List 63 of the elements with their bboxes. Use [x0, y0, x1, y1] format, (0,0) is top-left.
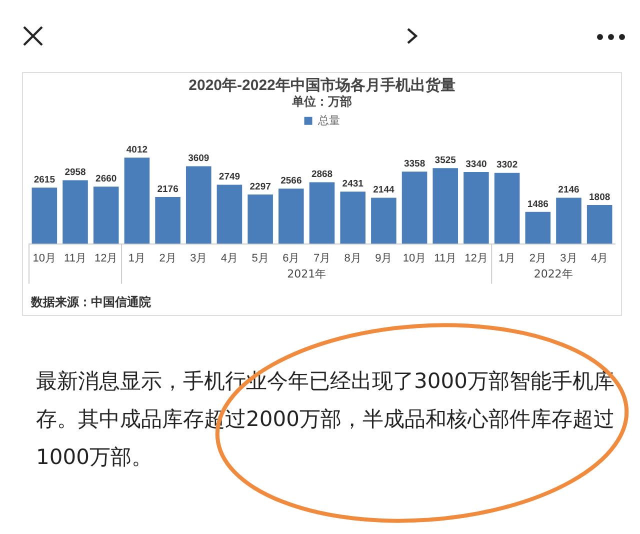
data-label: 2431 [342, 178, 364, 190]
x-tick-label: 12月 [94, 252, 118, 264]
data-label: 4012 [126, 144, 148, 156]
bar [525, 212, 551, 244]
data-label: 1486 [527, 198, 548, 210]
bar [62, 180, 88, 244]
data-label: 3358 [404, 158, 426, 170]
data-label: 2615 [34, 174, 56, 186]
bar [124, 158, 150, 244]
x-tick-label: 9月 [375, 252, 392, 264]
bar [371, 198, 396, 244]
x-tick-label: 4月 [220, 252, 238, 264]
x-tick-label: 6月 [282, 252, 300, 264]
data-label: 2660 [96, 174, 117, 185]
x-tick-label: 7月 [313, 252, 331, 264]
bar [402, 172, 428, 244]
data-label: 3609 [188, 153, 210, 164]
chart-title: 2020年-2022年中国市场各月手机出货量 [188, 76, 456, 94]
data-label: 2566 [280, 176, 302, 187]
bar [340, 192, 366, 244]
data-label: 3302 [496, 160, 518, 171]
bar [186, 166, 212, 244]
x-tick-label: 1月 [128, 252, 146, 264]
bar [278, 188, 304, 244]
bar [494, 172, 520, 244]
bar [93, 186, 119, 244]
bar [556, 198, 582, 244]
text: 2021年 [287, 268, 326, 281]
x-tick-label: 3月 [560, 252, 578, 264]
x-tick-label: 2月 [529, 252, 546, 264]
bar [432, 168, 458, 244]
data-label: 2297 [250, 181, 271, 192]
x-tick-label: 3月 [190, 252, 208, 264]
data-label: 2146 [558, 184, 580, 196]
data-label: 2176 [157, 184, 178, 195]
x-tick-label: 11月 [64, 252, 86, 264]
x-tick-label: 4月 [591, 252, 608, 264]
x-tick-label: 5月 [252, 252, 269, 264]
data-label: 1808 [589, 192, 610, 203]
x-tick-label: 8月 [344, 252, 362, 264]
bar [464, 172, 489, 244]
x-tick-label: 2月 [159, 252, 176, 264]
source-note: 数据来源：中国信通院 [31, 294, 151, 311]
bar [216, 184, 242, 244]
data-label: 3340 [466, 158, 487, 170]
bar [32, 188, 58, 244]
data-label: 2749 [218, 172, 240, 183]
x-tick-label: 12月 [464, 252, 488, 264]
x-tick-label: 1月 [498, 252, 516, 264]
chart-subtitle: 单位：万部 [291, 94, 352, 109]
x-tick-label: 10月 [402, 252, 426, 264]
data-label: 2144 [373, 184, 395, 196]
bar [309, 182, 335, 244]
data-label: 2868 [311, 169, 333, 180]
x-tick-label: 10月 [32, 252, 56, 264]
legend-label: 总量 [316, 114, 340, 127]
data-label: 2958 [64, 167, 86, 178]
text: 2022年 [534, 268, 573, 281]
bar [248, 194, 273, 244]
bar [586, 204, 612, 244]
data-label: 3525 [434, 154, 457, 166]
x-tick-label: 11月 [434, 252, 457, 264]
bar [155, 197, 180, 244]
